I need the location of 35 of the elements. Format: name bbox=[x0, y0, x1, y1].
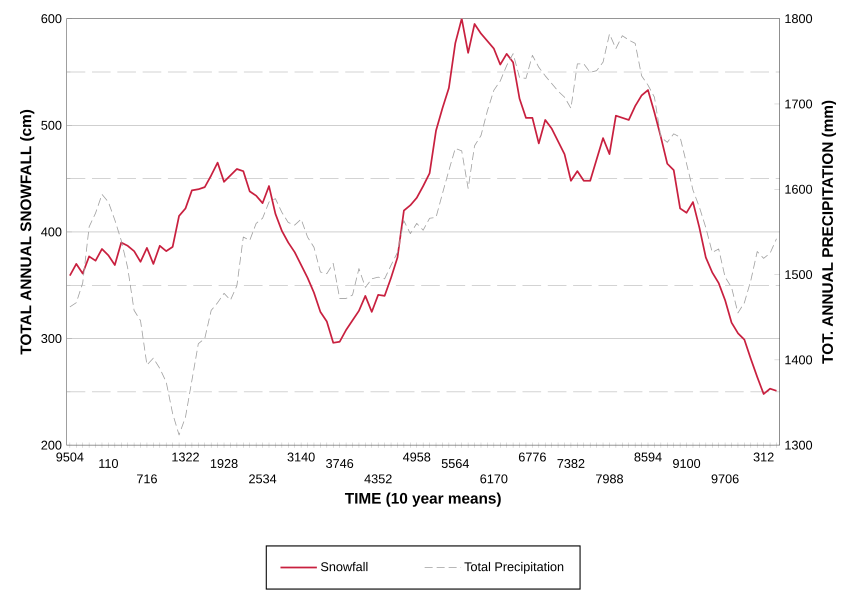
x-tick-label: 6776 bbox=[518, 452, 546, 462]
y2-axis-title: TOT. ANNUAL PRECIPITATION (mm) bbox=[822, 100, 836, 364]
x-tick-label: 7382 bbox=[557, 459, 584, 468]
x-tick-label: 1928 bbox=[210, 459, 238, 468]
y2-tick-label: 1300 bbox=[785, 440, 812, 450]
y2-tick-label: 1800 bbox=[785, 14, 812, 24]
x-tick-label: 110 bbox=[99, 459, 118, 468]
y-tick-label: 400 bbox=[41, 228, 62, 237]
y2-tick-label: 1400 bbox=[785, 355, 812, 364]
x-tick-label: 9504 bbox=[56, 452, 84, 462]
x-tick-label: 2534 bbox=[249, 474, 276, 484]
x-tick-label: 3746 bbox=[326, 459, 354, 468]
x-tick-label: 716 bbox=[137, 474, 157, 484]
y-tick-label: 200 bbox=[41, 440, 62, 450]
y2-tick-label: 1700 bbox=[785, 100, 812, 109]
x-tick-label: 312 bbox=[754, 452, 774, 462]
x-tick-label: 7988 bbox=[596, 474, 624, 484]
x-tick-label: 6170 bbox=[480, 474, 508, 484]
y2-tick-label: 1500 bbox=[785, 270, 812, 280]
legend-label: Total Precipitation bbox=[464, 562, 564, 574]
y2-tick-label: 1600 bbox=[785, 184, 812, 194]
x-tick-label: 4352 bbox=[364, 474, 392, 484]
legend-label: Snowfall bbox=[321, 562, 368, 572]
y-tick-label: 500 bbox=[41, 120, 62, 130]
y-tick-label: 300 bbox=[41, 334, 62, 344]
x-axis-title: TIME (10 year means) bbox=[344, 492, 501, 507]
y-axis-title: TOTAL ANNUAL SNOWFALL (cm) bbox=[20, 110, 34, 355]
x-tick-label: 1322 bbox=[172, 452, 199, 462]
x-tick-label: 9100 bbox=[673, 459, 700, 468]
x-tick-label: 8594 bbox=[634, 452, 662, 462]
x-tick-label: 3140 bbox=[288, 452, 315, 462]
x-tick-label: 5564 bbox=[442, 459, 469, 468]
y-tick-label: 600 bbox=[41, 14, 62, 24]
x-tick-label: 4958 bbox=[402, 452, 430, 462]
x-tick-label: 9706 bbox=[712, 474, 739, 484]
